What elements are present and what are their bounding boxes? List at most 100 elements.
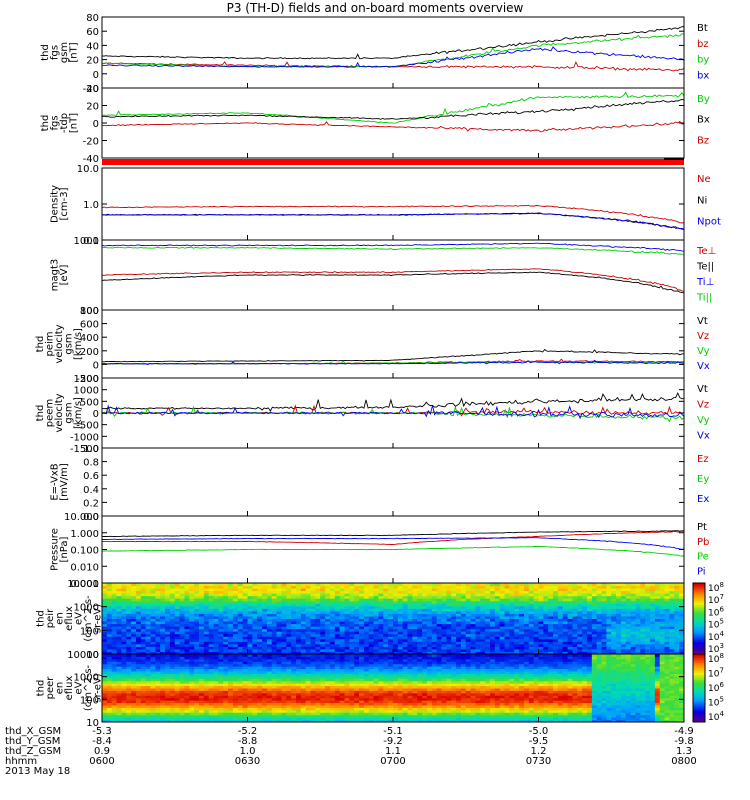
ytick-label-fgs_tdp: -20 — [83, 137, 99, 148]
spectrogram-cell — [165, 618, 171, 622]
spectrogram-cell — [213, 683, 219, 687]
spectrogram-cell — [325, 598, 331, 602]
spectrogram-cell — [363, 585, 370, 589]
spectrogram-cell — [174, 700, 181, 704]
spectrogram-cell — [664, 605, 670, 609]
spectrogram-cell — [538, 618, 544, 622]
spectrogram-cell — [218, 661, 224, 665]
spectrogram-cell — [625, 608, 632, 612]
spectrogram-cell — [480, 638, 486, 642]
spectrogram-cell — [528, 590, 535, 594]
ytick-label-fgs_tdp: -40 — [83, 154, 99, 165]
spectrogram-cell — [514, 638, 520, 642]
spectrogram-cell — [402, 651, 409, 655]
spectrogram-cell — [140, 695, 147, 699]
spectrogram-cell — [286, 678, 292, 682]
spectrogram-cell — [276, 610, 282, 614]
spectrogram-cell — [199, 605, 205, 609]
spectrogram-cell — [296, 683, 302, 687]
spectrogram-cell — [393, 600, 399, 604]
spectrogram-cell — [485, 605, 491, 609]
spectrogram-cell — [145, 712, 151, 716]
spectrogram-cell — [562, 595, 569, 599]
spectrogram-cell — [213, 680, 219, 684]
spectrogram-cell — [640, 598, 646, 602]
spectrogram-cell — [543, 615, 549, 619]
spectrogram-cell — [135, 700, 142, 704]
spectrogram-cell — [145, 593, 151, 597]
spectrogram-cell — [140, 585, 147, 589]
spectrogram-cell — [266, 583, 273, 587]
spectrogram-cell — [281, 663, 287, 667]
spectrogram-cell — [650, 623, 656, 627]
spectrogram-cell — [266, 608, 273, 612]
spectrogram-cell — [523, 648, 530, 652]
spectrogram-cell — [271, 648, 278, 652]
spectrogram-cell — [422, 648, 428, 652]
spectrogram-cell — [310, 598, 316, 602]
spectrogram-cell — [315, 658, 321, 662]
spectrogram-cell — [169, 712, 176, 716]
spectrogram-cell — [165, 709, 171, 713]
spectrogram-cell — [276, 709, 282, 713]
spectrogram-cell — [446, 595, 452, 599]
spectrogram-cell — [252, 618, 258, 622]
spectrogram-cell — [514, 603, 520, 607]
spectrogram-cell — [140, 626, 147, 630]
spectrogram-cell — [160, 719, 166, 723]
spectrogram-cell — [213, 666, 219, 670]
spectrogram-cell — [237, 648, 244, 652]
spectrogram-cell — [465, 585, 472, 589]
spectrogram-cell — [281, 628, 287, 632]
spectrogram-cell — [203, 613, 210, 617]
spectrogram-cell — [325, 585, 331, 589]
spectrogram-cell — [446, 633, 452, 637]
spectrogram-cell — [300, 605, 307, 609]
spectrogram-cell — [199, 683, 205, 687]
spectrogram-cell — [242, 646, 248, 650]
spectrogram-cell — [310, 593, 316, 597]
spectrogram-cell — [213, 688, 219, 691]
spectrogram-cell — [363, 603, 370, 607]
colorbar-cell — [693, 618, 705, 621]
spectrogram-cell — [111, 603, 118, 607]
spectrogram-cell — [286, 697, 292, 701]
spectrogram-cell — [266, 643, 273, 647]
spectrogram-cell — [514, 605, 520, 609]
spectrogram-cell — [131, 678, 137, 682]
spectrogram-cell — [247, 719, 253, 723]
spectrogram-cell — [339, 648, 345, 652]
colorbar-cell — [693, 613, 705, 616]
spectrogram-cell — [611, 643, 617, 647]
spectrogram-cell — [126, 709, 132, 713]
spectrogram-cell — [354, 585, 360, 589]
spectrogram-cell — [363, 638, 370, 642]
spectrogram-cell — [310, 719, 316, 723]
spectrogram-cell — [451, 643, 457, 647]
spectrogram-cell — [286, 615, 292, 619]
spectrogram-cell — [543, 610, 549, 614]
spectrogram-cell — [431, 641, 438, 645]
spectrogram-cell — [553, 618, 559, 622]
spectrogram-cell — [286, 658, 292, 662]
spectrogram-cell — [587, 623, 593, 627]
spectrogram-cell — [281, 626, 287, 630]
spectrogram-cell — [383, 598, 389, 602]
spectrogram-cell — [116, 666, 122, 670]
spectrogram-cell — [116, 705, 122, 708]
spectrogram-cell — [528, 626, 535, 630]
spectrogram-cell — [543, 638, 549, 642]
spectrogram-cell — [485, 583, 491, 587]
spectrogram-cell — [199, 623, 205, 627]
spectrogram-cell — [135, 638, 142, 642]
spectrogram-cell — [102, 688, 108, 691]
spectrogram-cell — [616, 631, 622, 635]
spectrogram-cell — [460, 598, 467, 602]
spectrogram-cell — [528, 633, 535, 637]
colorbar-cell — [693, 602, 705, 605]
spectrogram-cell — [160, 633, 166, 637]
spectrogram-cell — [325, 651, 331, 655]
spectrogram-cell — [179, 618, 185, 622]
spectrogram-cell — [528, 583, 535, 587]
spectrogram-cell — [325, 615, 331, 619]
